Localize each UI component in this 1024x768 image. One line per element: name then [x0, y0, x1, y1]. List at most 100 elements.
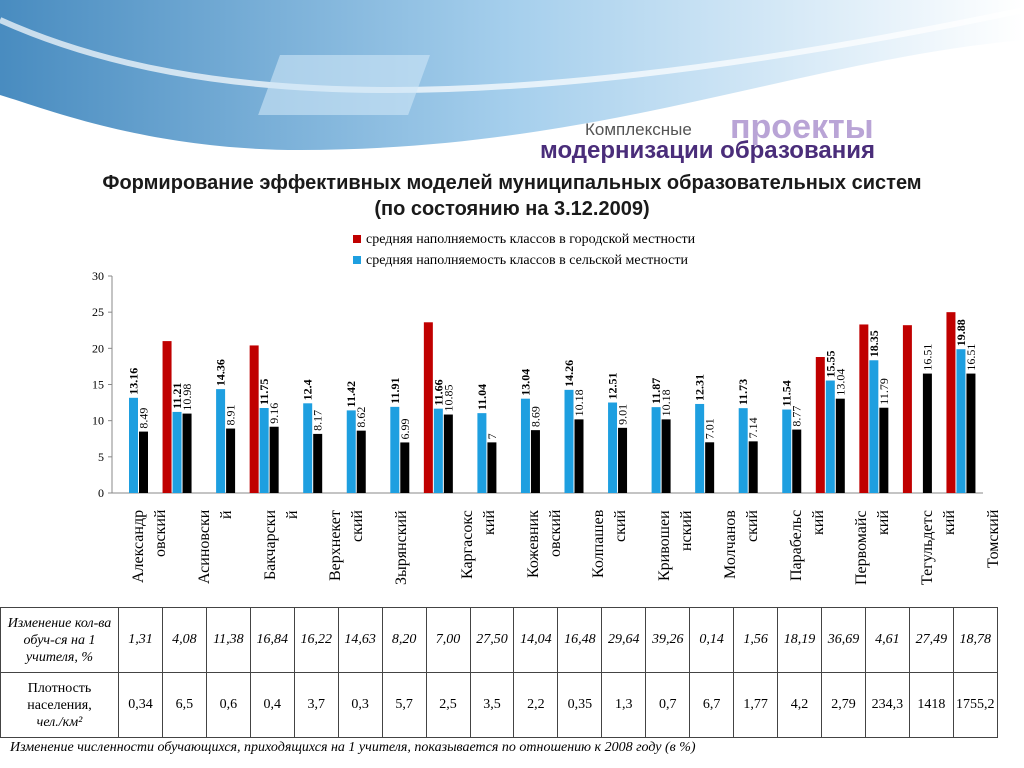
bar — [182, 413, 192, 493]
x-tick-label: Молчанов ский — [721, 510, 761, 579]
table-cell: 14,63 — [337, 607, 383, 673]
bar — [390, 406, 400, 493]
data-label: 10.18 — [659, 389, 673, 416]
data-label: 8.91 — [224, 405, 238, 426]
bar — [423, 322, 433, 493]
table-cell: 4,08 — [161, 607, 207, 673]
table-cell: 8,20 — [381, 607, 427, 673]
data-label: 9.16 — [267, 403, 281, 424]
table-cell: 4,61 — [864, 607, 910, 673]
bar — [574, 419, 584, 493]
table-cell: 1,31 — [118, 607, 163, 673]
data-label: 11.91 — [388, 378, 402, 404]
table-cell: 0,7 — [645, 672, 691, 738]
legend-swatch — [353, 256, 361, 264]
bar — [859, 324, 869, 493]
data-label: 11.54 — [780, 380, 794, 406]
table-cell: 39,26 — [645, 607, 691, 673]
data-label: 6.99 — [398, 418, 412, 439]
table-cell: 14,04 — [513, 607, 559, 673]
bar — [738, 408, 748, 493]
bar — [129, 397, 138, 493]
data-label: 11.21 — [170, 383, 184, 409]
data-label: 8.17 — [311, 410, 325, 431]
table-cell: 1,77 — [733, 672, 779, 738]
bar — [815, 357, 825, 493]
x-tick-label: Кривошеи нский — [656, 510, 696, 581]
bar — [487, 442, 497, 493]
table-cell: 29,64 — [601, 607, 647, 673]
x-tick-label: Томский — [985, 510, 1002, 569]
bar — [226, 428, 236, 493]
x-tick-label: Верхнекет ский — [327, 510, 367, 581]
data-label: 14.26 — [562, 360, 576, 387]
table-cell: 1,56 — [733, 607, 779, 673]
data-label: 11.87 — [649, 378, 663, 404]
logo-small: Комплексные — [585, 120, 692, 139]
bar — [661, 419, 671, 493]
table-cell: 16,48 — [557, 607, 603, 673]
x-tick-label: Первомайс кий — [853, 510, 893, 585]
bar — [902, 325, 912, 493]
table-cell: 4,2 — [777, 672, 822, 738]
bar — [346, 410, 356, 493]
table-cell: 7,00 — [425, 607, 471, 673]
bar — [433, 408, 443, 493]
data-label: 13.16 — [127, 368, 141, 395]
bar — [608, 402, 618, 493]
table-cell: 3,7 — [293, 672, 339, 738]
table-cell: 16,84 — [249, 607, 295, 673]
logo-line2: модернизации образования — [540, 137, 875, 164]
data-label: 11.79 — [877, 378, 891, 405]
banner — [0, 0, 1024, 150]
table-cell: 1418 — [908, 672, 954, 738]
data-label: 8.49 — [137, 408, 151, 429]
bar — [139, 431, 148, 493]
bar — [172, 411, 182, 493]
bar — [162, 341, 172, 493]
table-cell: 6,7 — [689, 672, 735, 738]
bar — [313, 433, 323, 493]
table-cell: 16,22 — [293, 607, 339, 673]
decor-panel — [258, 55, 430, 115]
table-cell: 1,3 — [601, 672, 647, 738]
y-tick-label: 5 — [98, 450, 104, 464]
bar — [792, 429, 802, 493]
x-tick-label: Парабельс кий — [787, 510, 827, 582]
table-cell: 2,5 — [425, 672, 471, 738]
data-label: 16.51 — [920, 344, 934, 371]
bar — [269, 426, 279, 493]
chart: Комплексные проекты модернизации образов… — [0, 0, 1024, 500]
data-label: 19.88 — [954, 319, 968, 346]
bar — [922, 373, 932, 493]
x-tick-label: Бакчарски й — [261, 510, 301, 581]
data-label: 13.04 — [833, 369, 847, 396]
logo-big: проекты — [730, 108, 874, 146]
data-table: Изменение кол-ва обуч-ся на 1 учителя, %… — [0, 607, 998, 738]
data-label: 10.18 — [572, 389, 586, 416]
data-label: 11.04 — [475, 384, 489, 410]
table-cell: 0,34 — [118, 672, 163, 738]
table-cell: 18,19 — [777, 607, 822, 673]
bar — [782, 409, 792, 493]
x-tick-label: Александр овский — [130, 510, 169, 584]
table-cell: 0,4 — [249, 672, 295, 738]
bar — [956, 349, 966, 493]
row-label-text: Плотность населения, — [27, 680, 92, 713]
table-cell: 36,69 — [821, 607, 866, 673]
row-label-unit: чел./км² — [36, 714, 83, 730]
table-cell: 0,35 — [557, 672, 603, 738]
row-label: Изменение кол-ва обуч-ся на 1 учителя, % — [0, 607, 119, 673]
bar — [564, 389, 574, 493]
data-label: 11.42 — [344, 381, 358, 407]
table-cell: 0,14 — [689, 607, 735, 673]
bar — [695, 403, 705, 493]
bar — [618, 427, 628, 493]
x-tick-label: Каргасокс кий — [458, 510, 498, 579]
data-label: 8.77 — [790, 406, 804, 427]
data-label: 8.69 — [528, 406, 542, 427]
row-label: Плотность населения, чел./км² — [0, 672, 119, 738]
data-label: 10.85 — [441, 385, 455, 412]
data-label: 18.35 — [867, 330, 881, 357]
y-tick-label: 20 — [92, 341, 104, 355]
